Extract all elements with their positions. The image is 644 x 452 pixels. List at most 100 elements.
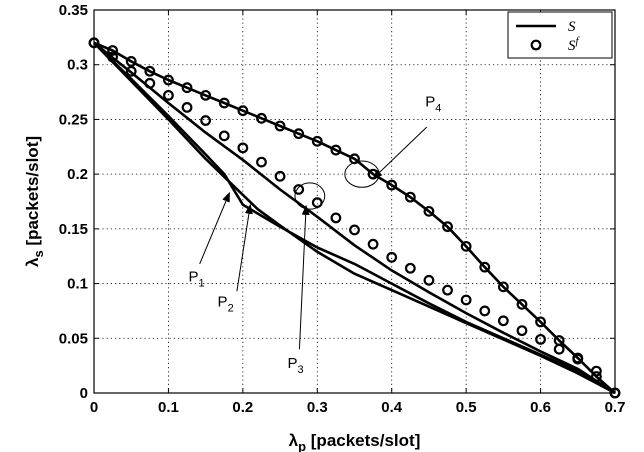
data-point	[330, 144, 342, 156]
data-point	[311, 135, 323, 147]
y-tick-label: 0.2	[67, 166, 88, 183]
data-point	[144, 77, 156, 89]
series-line-4	[93, 41, 616, 395]
y-tick-label: 0.1	[67, 276, 88, 293]
data-point	[349, 224, 360, 236]
data-point	[479, 305, 491, 317]
annotation-label: P2	[218, 294, 234, 315]
data-point	[274, 170, 286, 182]
x-axis-label-units: [packets/slot]	[306, 431, 420, 450]
x-tick-label: 0.1	[158, 399, 179, 416]
annotation-p2: P2	[218, 203, 253, 315]
annotation-ellipse	[294, 182, 326, 210]
annotation-p1: P1	[189, 191, 230, 289]
annotation-label-main: P	[288, 355, 298, 372]
legend-label-main: S	[568, 19, 576, 35]
plot-frame	[93, 9, 616, 394]
data-point	[237, 105, 249, 117]
data-point	[293, 184, 305, 195]
data-point	[404, 191, 416, 203]
data-point	[125, 65, 137, 77]
data-point	[293, 128, 305, 140]
annotation-label-main: P	[218, 294, 228, 311]
annotation-label: P3	[288, 355, 304, 376]
x-tick-label: 0.6	[530, 399, 551, 416]
x-axis-label-sub: p	[298, 439, 306, 452]
data-point	[386, 179, 398, 191]
y-tick-label: 0.25	[59, 111, 88, 128]
x-axis-label-symbol: λ	[289, 431, 299, 450]
annotation-arrow	[372, 126, 428, 180]
x-axis-label: λp [packets/slot]	[289, 431, 421, 452]
data-point	[516, 298, 528, 310]
data-point	[460, 294, 472, 306]
data-point	[367, 238, 379, 250]
data-point	[218, 130, 230, 142]
x-tick-label: 0.5	[456, 399, 477, 416]
series-group	[88, 37, 621, 399]
plot-background	[94, 10, 615, 393]
data-point	[218, 97, 230, 109]
data-point	[200, 89, 212, 101]
annotation-label: P4	[425, 93, 441, 114]
annotation-label: P1	[189, 268, 205, 289]
data-point	[497, 281, 509, 293]
data-point	[404, 262, 416, 274]
data-point	[442, 221, 453, 233]
annotation-arrow	[236, 203, 253, 292]
data-point	[423, 274, 435, 286]
data-point	[460, 240, 472, 252]
grid	[94, 10, 615, 393]
data-point	[535, 333, 546, 345]
y-axis-label-sub: s	[31, 250, 46, 257]
legend-label: Sf	[568, 35, 581, 54]
annotation-label-main: P	[189, 268, 199, 285]
data-point	[144, 65, 156, 77]
data-point	[423, 205, 435, 217]
data-point	[590, 365, 602, 377]
data-point	[200, 115, 212, 126]
y-axis-label: λs [packets/slot]	[23, 136, 46, 267]
x-tick-label: 0.4	[381, 399, 403, 416]
y-tick-label: 0.05	[59, 330, 88, 347]
series-line-2	[93, 41, 616, 395]
data-point	[330, 212, 342, 224]
data-point	[516, 325, 528, 337]
data-point	[535, 316, 546, 328]
legend-marker-swatch	[530, 39, 542, 51]
data-point	[442, 284, 453, 296]
x-tick-label: 0.7	[605, 399, 626, 416]
data-point	[274, 120, 286, 132]
data-point	[553, 343, 565, 355]
data-point	[479, 261, 491, 273]
data-point	[125, 56, 137, 67]
data-point	[497, 315, 509, 327]
x-tick-label: 0	[90, 399, 98, 416]
legend-label-sup: f	[576, 35, 581, 47]
annotation-label-sub: 4	[435, 102, 441, 114]
data-point	[386, 251, 398, 263]
y-tick-label: 0.35	[59, 2, 88, 19]
data-point	[590, 371, 602, 382]
y-axis-label-units: [packets/slot]	[23, 136, 42, 250]
y-axis-label-symbol: λ	[23, 257, 42, 267]
annotation-label-main: P	[425, 93, 435, 110]
data-point	[256, 156, 267, 168]
legend-label-main: S	[568, 38, 576, 54]
annotation-arrow	[199, 191, 230, 265]
annotation-label-sub: 2	[228, 303, 234, 315]
y-tick-label: 0.3	[67, 57, 88, 74]
y-tick-label: 0.15	[59, 221, 88, 238]
series-line-1	[93, 41, 616, 394]
data-point	[181, 82, 193, 94]
data-point	[256, 112, 267, 124]
y-tick-label: 0	[80, 385, 88, 402]
annotation-label-sub: 3	[298, 364, 304, 376]
legend-box	[507, 11, 613, 59]
data-point	[107, 45, 119, 56]
legend: SSf	[507, 11, 613, 59]
data-point	[572, 353, 584, 365]
data-point	[163, 89, 174, 101]
